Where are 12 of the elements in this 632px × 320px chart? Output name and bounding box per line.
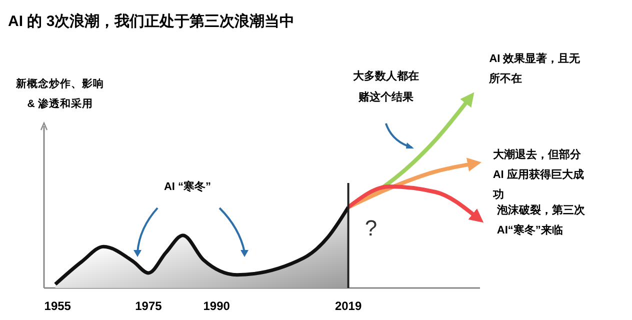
text: AI 效果显著，且无所不在 (488, 52, 582, 85)
x-tick-label: 1975 (135, 299, 162, 313)
x-tick-label: 1955 (44, 299, 72, 313)
chart-title: AI 的 3次浪潮，我们正处于第三次浪潮当中 (8, 12, 295, 30)
y-axis-title: 新概念炒作、影响 & 渗透和采用 (15, 77, 104, 110)
annotation: 大多数人都在赌这个结果 (352, 69, 419, 104)
annotation: ? (364, 215, 378, 240)
series-label: 泡沫破裂，第三次AI“寒冬”来临 (496, 204, 586, 237)
x-tick-label: 2019 (334, 299, 362, 313)
x-tick-label: 1990 (203, 299, 230, 313)
annotation: AI “寒冬” (164, 180, 212, 193)
text: 大潮退去，但部分AI 应用获得巨大成功 (492, 148, 584, 201)
